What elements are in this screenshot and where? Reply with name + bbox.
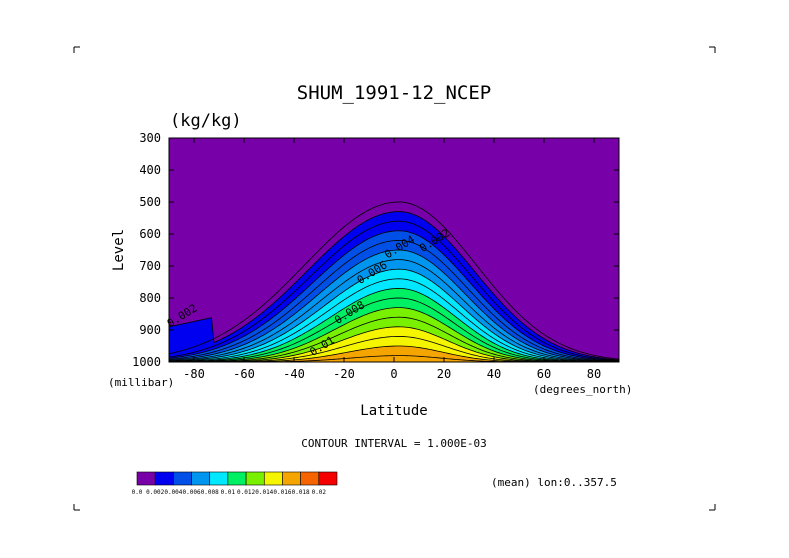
y-axis-label: Level (111, 229, 127, 271)
plot-area (169, 138, 619, 362)
colorbar-swatch (191, 471, 211, 486)
x-axis-ticks: -80 -60 -40 -20 0 20 40 60 80 (183, 138, 601, 381)
contour-line (169, 211, 619, 361)
y-tick-label: 800 (139, 291, 161, 305)
colorbar-swatch (282, 471, 301, 486)
corner-marks (73, 46, 716, 511)
chart-title: SHUM_1991-12_NCEP (297, 82, 491, 104)
contour-band (169, 326, 619, 362)
colorbar-swatch (318, 471, 338, 486)
colorbar-label: 0.006 (183, 489, 201, 496)
colorbar: 0.0 0.002 0.004 0.006 0.008 0.01 0.012 0.014 0.0… (132, 471, 338, 496)
contour-interval-text: CONTOUR INTERVAL = 1.000E-03 (301, 437, 486, 450)
y-unit-label: (millibar) (108, 376, 174, 389)
y-tick-label: 600 (139, 227, 161, 241)
contour-line (169, 268, 619, 362)
colorbar-label: 0.01 (221, 489, 236, 496)
contour-line (169, 230, 619, 362)
contour-line (169, 201, 619, 360)
x-tick-label: 40 (487, 367, 501, 381)
mean-text: (mean) lon:0..357.5 (491, 476, 617, 489)
contour-line (169, 259, 619, 362)
colorbar-swatch (173, 471, 192, 486)
colorbar-swatch (154, 471, 174, 486)
y-axis-ticks: 300 400 500 600 700 800 900 1000 (132, 131, 619, 369)
colorbar-swatch (227, 471, 247, 486)
colorbar-label: 0.002 (146, 489, 164, 496)
y-tick-label: 900 (139, 323, 161, 337)
y-tick-label: 700 (139, 259, 161, 273)
contour-band (169, 346, 619, 362)
colorbar-label: 0.008 (201, 489, 219, 496)
x-tick-label: 0 (390, 367, 397, 381)
colorbar-label: 0.012 (237, 489, 255, 496)
colorbar-swatch (245, 471, 265, 486)
units-label: (kg/kg) (170, 111, 242, 131)
contour-line (169, 239, 619, 362)
colorbar-label: 0.016 (273, 489, 291, 496)
colorbar-swatch (300, 471, 320, 486)
x-unit-label: (degrees_north) (533, 383, 632, 396)
colorbar-swatch (209, 471, 229, 486)
x-tick-label: 80 (587, 367, 601, 381)
contour-line (169, 249, 619, 362)
x-tick-label: -80 (183, 367, 205, 381)
colorbar-label: 0.018 (292, 489, 310, 496)
colorbar-label: 0.014 (255, 489, 273, 496)
y-tick-label: 400 (139, 163, 161, 177)
colorbar-label: 0.0 (132, 489, 143, 496)
y-tick-label: 1000 (132, 355, 161, 369)
x-tick-label: -40 (283, 367, 305, 381)
y-tick-label: 300 (139, 131, 161, 145)
colorbar-swatch (136, 471, 156, 486)
contour-line (169, 220, 619, 361)
colorbar-swatch (263, 471, 283, 486)
x-tick-label: 20 (437, 367, 451, 381)
y-tick-label: 500 (139, 195, 161, 209)
x-axis-label: Latitude (360, 403, 427, 419)
x-tick-label: -60 (233, 367, 255, 381)
colorbar-label: 0.004 (164, 489, 182, 496)
colorbar-label: 0.02 (312, 489, 327, 496)
x-tick-label: 60 (537, 367, 551, 381)
x-tick-label: -20 (333, 367, 355, 381)
